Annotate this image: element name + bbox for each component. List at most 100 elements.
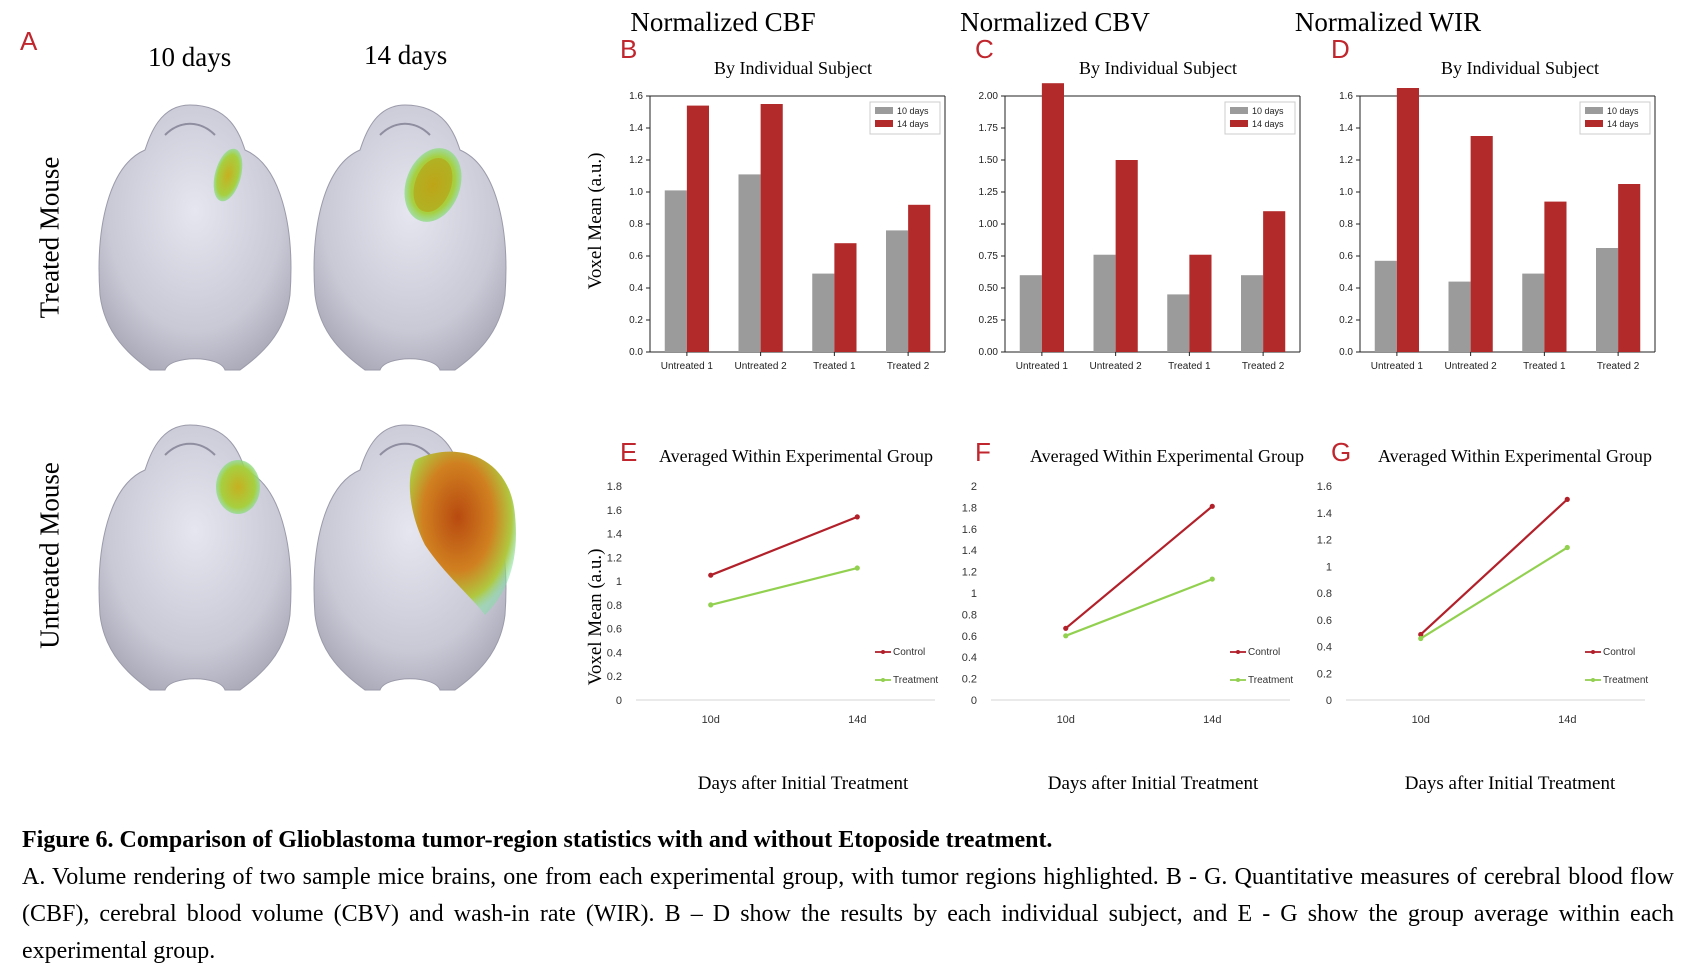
bar-14-days-4 <box>1263 211 1286 352</box>
y-tick-label: 0 <box>1326 695 1332 707</box>
bar-14-days-4 <box>1618 184 1641 352</box>
point-treatment-14d <box>1564 544 1570 551</box>
y-tick-label: 1.2 <box>1339 155 1353 166</box>
y-tick-label: 1.8 <box>962 502 977 514</box>
y-tick-label: 0.6 <box>1317 615 1332 627</box>
xlabel-g: Days after Initial Treatment <box>1404 773 1616 794</box>
title-wir: Normalized WIR <box>1294 7 1482 37</box>
y-tick-label: 1.2 <box>607 552 622 564</box>
y-tick-label: 1.4 <box>607 529 622 541</box>
x-tick-label: Untreated 1 <box>661 361 714 372</box>
bar-10-days-2 <box>738 174 761 352</box>
y-tick-label: 0.4 <box>629 283 643 294</box>
chart-d: 0.0 0.2 0.4 0.6 0.8 1.0 1.2 1.4 1.6 Untreated 1 Un… <box>1339 88 1656 372</box>
point-control-14d <box>1209 503 1215 509</box>
bar-10-days-4 <box>1241 275 1264 352</box>
brain-treated-10d <box>98 104 292 371</box>
legend-marker <box>881 650 885 654</box>
legend-label: Control <box>1603 647 1635 658</box>
point-control-10d <box>1418 631 1424 638</box>
y-tick-label: 1.6 <box>1317 481 1332 493</box>
y-tick-label: 0 <box>971 695 977 707</box>
y-tick-label: 1.6 <box>607 505 622 517</box>
y-tick-label: 0.25 <box>979 315 999 326</box>
x-tick-label: Untreated 2 <box>734 361 787 372</box>
chart-b: 0.0 0.2 0.4 0.6 0.8 1.0 1.2 1.4 1.6 Untreated 1 Un… <box>629 91 946 372</box>
bar-14-days-2 <box>1470 136 1493 352</box>
y-tick-label: 2 <box>971 481 977 493</box>
subtitle-c: By Individual Subject <box>1079 58 1237 78</box>
bar-14-days-4 <box>908 204 931 352</box>
x-tick-label: 14d <box>1558 714 1576 726</box>
y-tick-label: 0.2 <box>629 315 643 326</box>
y-tick-label: 0.4 <box>1317 642 1332 654</box>
y-tick-label: 2.00 <box>979 91 999 102</box>
legend-label: Treatment <box>1248 675 1293 686</box>
x-tick-label: Treated 2 <box>1242 361 1285 372</box>
y-tick-label: 0.6 <box>607 624 622 636</box>
subtitle-g: Averaged Within Experimental Group <box>1377 446 1653 466</box>
bar-10-days-4 <box>886 230 909 352</box>
bar-10-days-2 <box>1448 281 1471 352</box>
figure-caption: Figure 6. Comparison of Glioblastoma tum… <box>22 822 1674 970</box>
legend-swatch <box>1230 120 1248 127</box>
y-tick-label: 0.6 <box>1339 251 1353 262</box>
bar-14-days-3 <box>834 243 857 352</box>
series-line-treatment <box>710 566 858 606</box>
point-treatment-10d <box>708 602 714 608</box>
legend-label: 14 days <box>897 119 929 129</box>
brain-treated-14d <box>313 104 507 371</box>
bar-14-days-3 <box>1189 254 1212 352</box>
bar-14-days-1 <box>1396 88 1419 352</box>
legend-swatch <box>875 107 893 114</box>
y-tick-label: 1.2 <box>962 567 977 579</box>
bar-10-days-4 <box>1596 248 1619 352</box>
subtitle-d: By Individual Subject <box>1441 58 1599 78</box>
chart-g: 0 0.2 0.4 0.6 0.8 1 1.2 1.4 1.6 10d 14d Control Trea… <box>1317 481 1649 726</box>
point-control-14d <box>854 514 860 520</box>
brain-untreated-14d <box>313 424 516 691</box>
y-tick-label: 0.2 <box>607 671 622 683</box>
point-treatment-14d <box>854 565 860 571</box>
y-tick-label: 0.0 <box>629 347 643 358</box>
subtitle-b: By Individual Subject <box>714 58 872 78</box>
bar-10-days-2 <box>1093 254 1116 352</box>
col-label-10-days: 10 days <box>148 42 232 72</box>
row-label-untreated: Untreated Mouse <box>34 462 65 649</box>
bar-14-days-2 <box>1115 160 1138 352</box>
series-line-treatment <box>1420 546 1568 640</box>
y-tick-label: 1.00 <box>979 219 999 230</box>
y-tick-label: 1.4 <box>1339 123 1353 134</box>
subtitle-f: Averaged Within Experimental Group <box>1029 446 1305 466</box>
y-tick-label: 1.50 <box>979 155 999 166</box>
legend-label: Control <box>893 647 925 658</box>
y-tick-label: 0.4 <box>962 652 977 664</box>
y-tick-label: 1.2 <box>629 155 643 166</box>
y-tick-label: 1.6 <box>1339 91 1353 102</box>
y-tick-label: 1.25 <box>979 187 999 198</box>
x-tick-label: Treated 2 <box>1597 361 1640 372</box>
x-tick-label: Treated 1 <box>1523 361 1566 372</box>
legend-swatch <box>1585 120 1603 127</box>
x-tick-label: 14d <box>848 714 866 726</box>
series-line-control <box>1420 498 1569 636</box>
panel-c-letter: C <box>975 34 994 64</box>
y-tick-label: 0.8 <box>607 600 622 612</box>
bar-14-days-2 <box>760 104 783 352</box>
xlabel-e: Days after Initial Treatment <box>697 773 909 794</box>
y-tick-label: 0.6 <box>962 631 977 643</box>
y-tick-label: 1.4 <box>962 545 977 557</box>
y-tick-label: 0.8 <box>1339 219 1353 230</box>
chart-c: 0.00 0.25 0.50 0.75 1.00 1.25 1.50 1.75 2.00 Untr… <box>979 83 1301 372</box>
bar-10-days-3 <box>1522 273 1545 352</box>
x-tick-label: 14d <box>1203 714 1221 726</box>
x-tick-label: Untreated 1 <box>1016 361 1069 372</box>
bar-14-days-3 <box>1544 201 1567 352</box>
series-line-control <box>710 515 858 577</box>
x-tick-label: Untreated 1 <box>1371 361 1424 372</box>
x-tick-label: 10d <box>702 714 720 726</box>
bar-10-days-1 <box>1019 275 1042 352</box>
col-label-14-days: 14 days <box>364 40 448 70</box>
panel-b-letter: B <box>620 34 638 64</box>
caption-title: Figure 6. Comparison of Glioblastoma tum… <box>22 827 1053 853</box>
